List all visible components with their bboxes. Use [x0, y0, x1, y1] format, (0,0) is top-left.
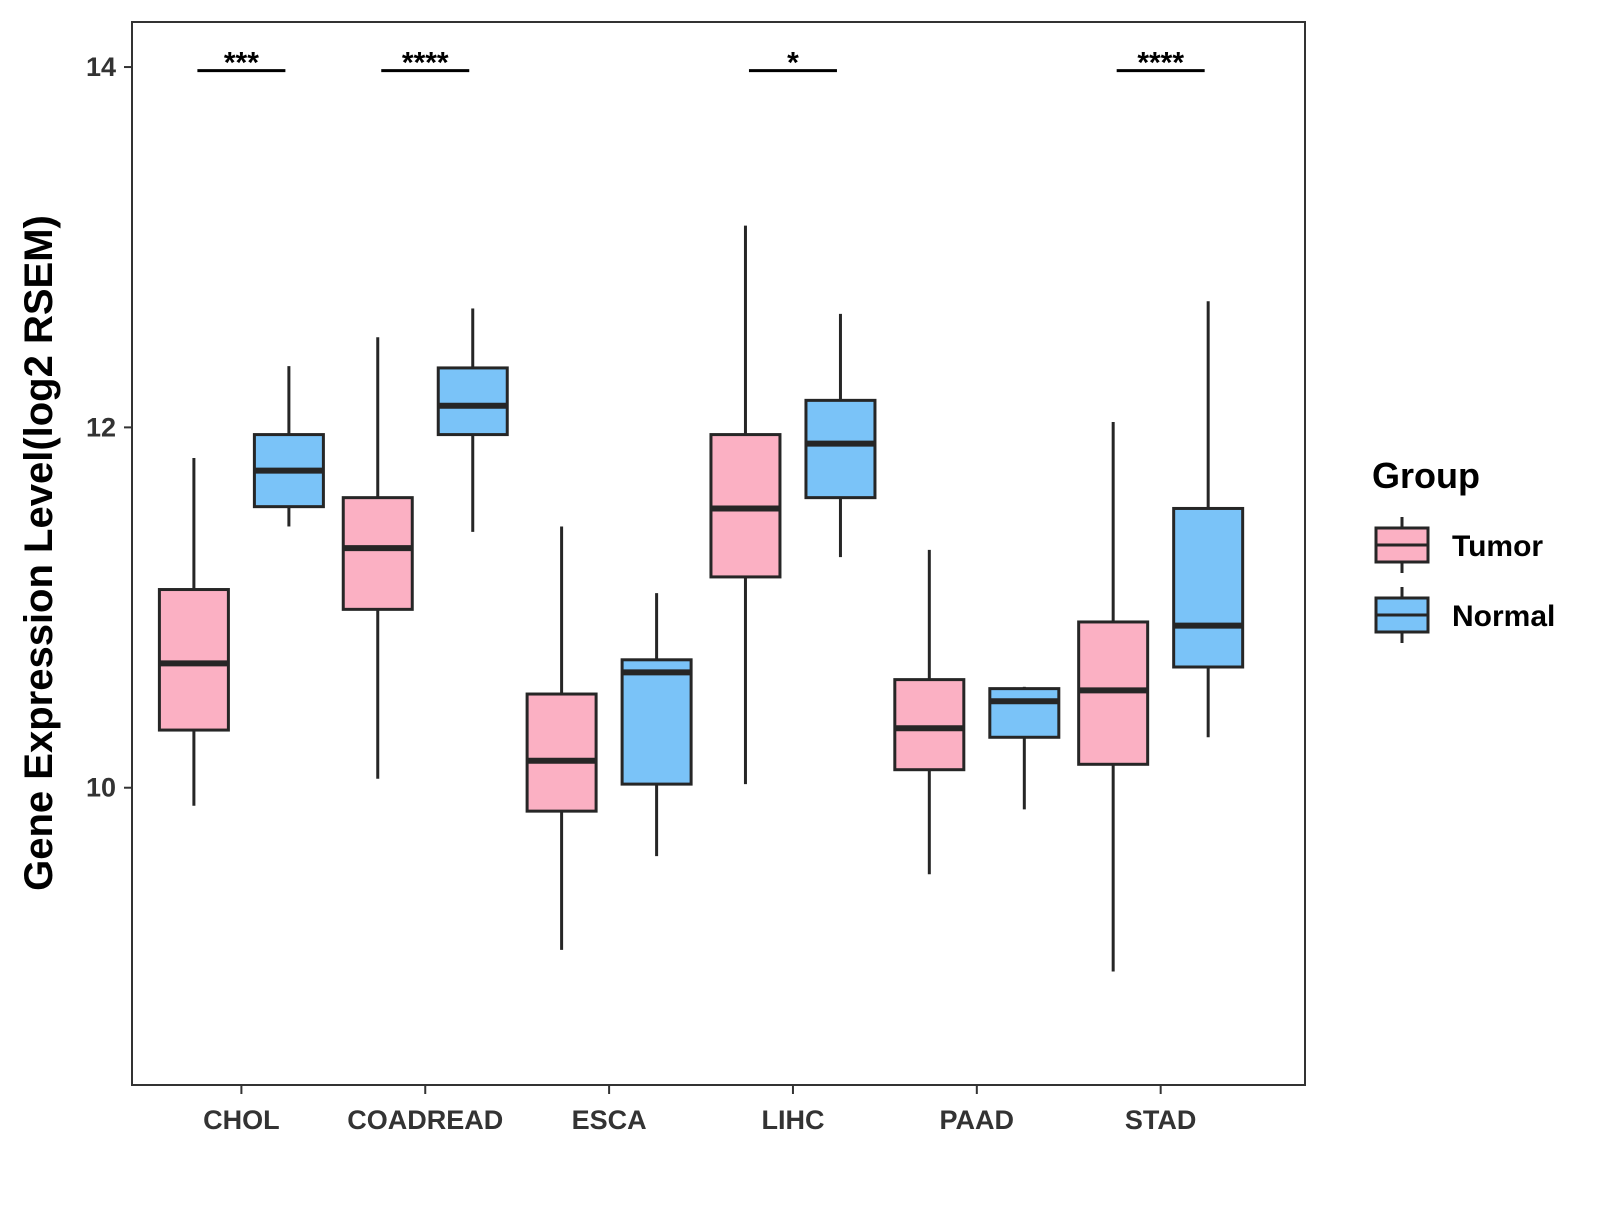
iqr-box [157, 588, 230, 732]
iqr-box [988, 687, 1061, 739]
iqr-box [893, 678, 966, 772]
tumor-box-esca [525, 526, 598, 950]
iqr-box [1172, 506, 1245, 669]
x-tick-label: STAD [1125, 1105, 1197, 1135]
significance-label: *** [224, 47, 259, 80]
normal-box-chol [252, 366, 325, 527]
normal-box-lihc [804, 313, 877, 558]
x-tick-label: PAAD [940, 1105, 1015, 1135]
iqr-box [525, 692, 598, 813]
legend-item-normal: Normal [1374, 587, 1555, 643]
iqr-box [436, 366, 509, 437]
legend-title: Group [1372, 455, 1480, 496]
legend-label: Tumor [1452, 530, 1543, 563]
y-tick-label: 12 [86, 412, 116, 442]
iqr-box [620, 658, 693, 786]
iqr-box [804, 398, 877, 500]
tumor-box-lihc [709, 225, 782, 785]
y-tick-label: 14 [86, 52, 116, 82]
x-tick-label: CHOL [203, 1105, 280, 1135]
significance-label: **** [1137, 47, 1184, 80]
legend-label: Normal [1452, 600, 1555, 633]
normal-box-stad [1172, 301, 1245, 738]
x-tick-label: COADREAD [347, 1105, 503, 1135]
tumor-box-paad [893, 549, 966, 875]
normal-box-esca [620, 593, 693, 857]
y-axis-title: Gene Expression Level(log2 RSEM) [17, 215, 61, 891]
tumor-box-stad [1077, 421, 1150, 972]
y-tick-label: 10 [86, 773, 116, 803]
normal-box-paad [988, 686, 1061, 810]
normal-box-coadread [436, 308, 509, 532]
x-tick-label: LIHC [761, 1105, 824, 1135]
significance-label: **** [402, 47, 449, 80]
significance-label: * [787, 47, 799, 80]
legend: Group Tumor Normal [1372, 455, 1555, 643]
legend-item-tumor: Tumor [1374, 517, 1543, 573]
x-tick-label: ESCA [572, 1105, 647, 1135]
tumor-box-coadread [341, 337, 414, 779]
tumor-box-chol [157, 458, 230, 806]
iqr-box [341, 496, 414, 611]
